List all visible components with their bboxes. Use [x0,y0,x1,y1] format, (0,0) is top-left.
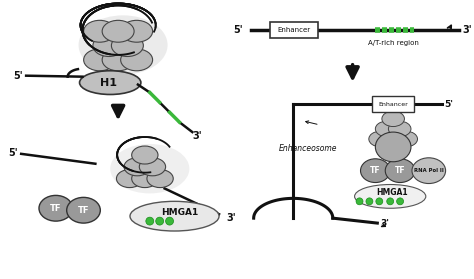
Text: 3': 3' [192,131,202,141]
Ellipse shape [117,170,143,187]
Text: A/T-rich region: A/T-rich region [368,40,419,46]
Ellipse shape [382,131,404,147]
Circle shape [376,198,383,205]
Ellipse shape [385,159,415,182]
Ellipse shape [111,35,143,56]
Text: H1: H1 [100,78,117,88]
Ellipse shape [412,158,446,184]
Ellipse shape [102,49,134,71]
Ellipse shape [121,49,153,71]
Text: TF: TF [370,166,381,175]
Ellipse shape [369,131,392,147]
Ellipse shape [83,20,116,42]
Circle shape [356,198,363,205]
Ellipse shape [80,71,141,95]
Ellipse shape [132,170,158,187]
Circle shape [146,217,154,225]
Circle shape [165,217,173,225]
Text: RNA Pol II: RNA Pol II [414,168,444,173]
Ellipse shape [67,197,100,223]
Ellipse shape [39,195,73,221]
Ellipse shape [395,131,418,147]
Text: HMGA1: HMGA1 [161,208,198,217]
Ellipse shape [79,15,168,75]
Ellipse shape [124,158,150,176]
Ellipse shape [355,184,426,208]
Text: Enhanceosome: Enhanceosome [279,145,337,153]
Ellipse shape [110,144,189,193]
Text: Enhancer: Enhancer [378,102,408,107]
Ellipse shape [102,20,134,42]
FancyBboxPatch shape [271,22,318,38]
Ellipse shape [147,170,173,187]
Text: Enhancer: Enhancer [278,27,311,33]
Circle shape [366,198,373,205]
Ellipse shape [121,20,153,42]
Text: TF: TF [395,166,405,175]
Circle shape [397,198,403,205]
Ellipse shape [382,111,404,127]
Text: 5': 5' [9,148,18,158]
Ellipse shape [130,201,219,231]
Circle shape [387,198,394,205]
Text: 3': 3' [380,219,389,228]
Ellipse shape [132,146,158,164]
Ellipse shape [361,159,390,182]
Text: TF: TF [78,206,89,215]
Circle shape [156,217,164,225]
Ellipse shape [388,121,411,137]
Ellipse shape [375,121,398,137]
Text: HMGA1: HMGA1 [376,188,408,197]
Text: 5': 5' [445,100,454,109]
Text: 3': 3' [226,213,236,223]
Text: 5': 5' [233,25,243,35]
Ellipse shape [375,132,411,162]
Ellipse shape [93,35,125,56]
Ellipse shape [139,158,165,176]
Text: 5': 5' [13,71,23,81]
Ellipse shape [83,49,116,71]
Text: TF: TF [50,204,62,213]
FancyBboxPatch shape [373,97,414,112]
Text: 3': 3' [463,25,472,35]
